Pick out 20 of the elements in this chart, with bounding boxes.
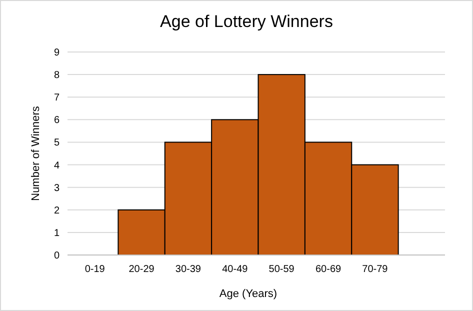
x-tick-label: 50-59: [268, 264, 295, 275]
x-tick-label: 20-29: [128, 264, 155, 275]
y-tick-label: 7: [54, 92, 60, 104]
y-tick-label: 2: [54, 205, 60, 216]
y-tick-label: 1: [54, 228, 60, 239]
chart-title: Age of Lottery Winners: [160, 12, 333, 31]
x-tick-label: 70-79: [362, 264, 388, 275]
y-axis-title: Number of Winners: [30, 106, 42, 201]
y-tick-label: 8: [54, 70, 60, 82]
x-tick-label: 60-69: [315, 264, 342, 275]
y-tick-label: 3: [54, 182, 60, 194]
y-tick-label: 9: [54, 48, 60, 58]
y-tick-label: 5: [54, 138, 60, 149]
y-tick-label: 4: [54, 160, 60, 172]
x-axis-title: Age (Years): [219, 288, 278, 300]
x-tick-label: 0-19: [84, 264, 106, 275]
x-tick-label: 40-49: [222, 264, 248, 275]
y-tick-label: 0: [54, 250, 60, 262]
y-tick-label: 6: [54, 115, 60, 126]
x-tick-label: 30-39: [175, 264, 202, 275]
